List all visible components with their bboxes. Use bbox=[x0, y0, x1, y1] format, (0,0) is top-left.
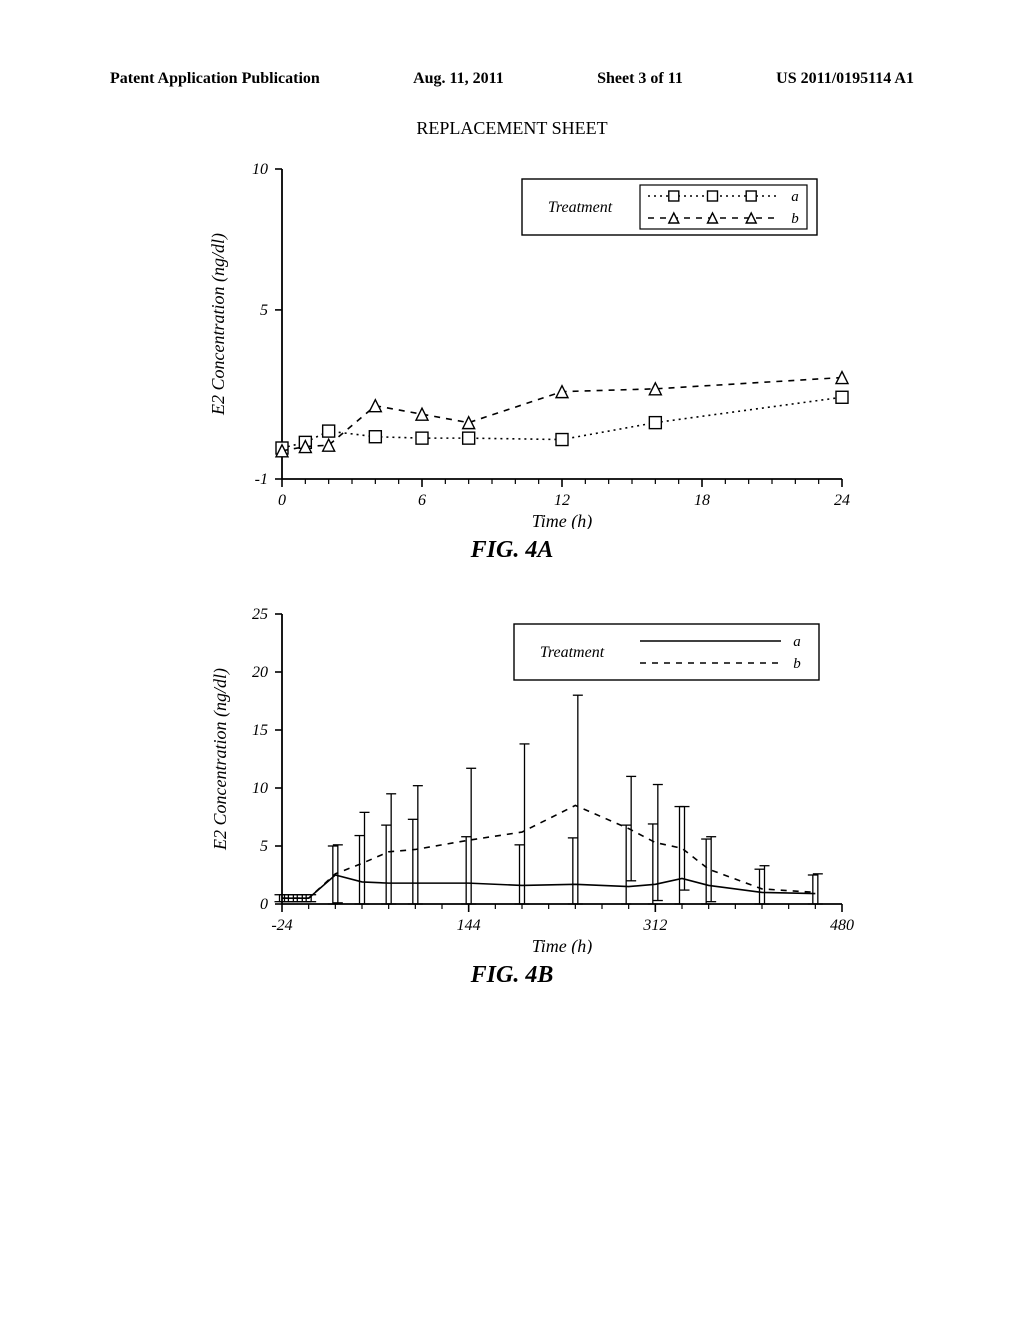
sheet-title: REPLACEMENT SHEET bbox=[60, 118, 964, 139]
svg-text:480: 480 bbox=[830, 917, 854, 934]
svg-text:18: 18 bbox=[694, 492, 710, 509]
svg-text:10: 10 bbox=[252, 161, 268, 178]
svg-text:5: 5 bbox=[260, 838, 268, 855]
svg-text:a: a bbox=[793, 634, 801, 650]
svg-text:Time (h): Time (h) bbox=[532, 511, 593, 529]
chart-fig-4a: -1 5 10 0 6 12 18 24 Time (h) E2 Concentration (n… bbox=[162, 149, 862, 529]
svg-text:6: 6 bbox=[418, 492, 426, 509]
svg-text:0: 0 bbox=[260, 896, 268, 913]
svg-text:Treatment: Treatment bbox=[540, 644, 605, 661]
header-right: US 2011/0195114 A1 bbox=[776, 70, 914, 88]
svg-text:a: a bbox=[791, 189, 799, 205]
svg-text:10: 10 bbox=[252, 780, 268, 797]
svg-text:Treatment: Treatment bbox=[548, 199, 613, 216]
chart-fig-4b: 0 5 10 15 20 25 -24 144 312 480 Time (h) E2 Concent… bbox=[162, 594, 862, 954]
page-header: Patent Application Publication Aug. 11, … bbox=[60, 70, 964, 88]
svg-text:Time (h): Time (h) bbox=[532, 936, 593, 954]
svg-text:12: 12 bbox=[554, 492, 570, 509]
svg-text:312: 312 bbox=[642, 917, 667, 934]
header-date: Aug. 11, 2011 bbox=[413, 70, 504, 88]
caption-fig-4b: FIG. 4B bbox=[60, 962, 964, 989]
caption-fig-4a: FIG. 4A bbox=[60, 537, 964, 564]
svg-text:E2 Concentration (ng/dl): E2 Concentration (ng/dl) bbox=[210, 668, 231, 851]
header-sheet: Sheet 3 of 11 bbox=[597, 70, 683, 88]
svg-text:b: b bbox=[793, 656, 801, 672]
svg-text:0: 0 bbox=[278, 492, 286, 509]
svg-text:144: 144 bbox=[457, 917, 481, 934]
svg-text:b: b bbox=[791, 211, 799, 227]
svg-text:5: 5 bbox=[260, 302, 268, 319]
svg-text:25: 25 bbox=[252, 606, 268, 623]
svg-text:24: 24 bbox=[834, 492, 850, 509]
svg-text:E2 Concentration (ng/dl): E2 Concentration (ng/dl) bbox=[208, 233, 229, 416]
svg-text:15: 15 bbox=[252, 722, 268, 739]
svg-text:20: 20 bbox=[252, 664, 268, 681]
page: Patent Application Publication Aug. 11, … bbox=[0, 0, 1024, 1320]
header-left: Patent Application Publication bbox=[110, 70, 320, 88]
svg-text:-24: -24 bbox=[271, 917, 292, 934]
svg-text:-1: -1 bbox=[255, 471, 268, 488]
